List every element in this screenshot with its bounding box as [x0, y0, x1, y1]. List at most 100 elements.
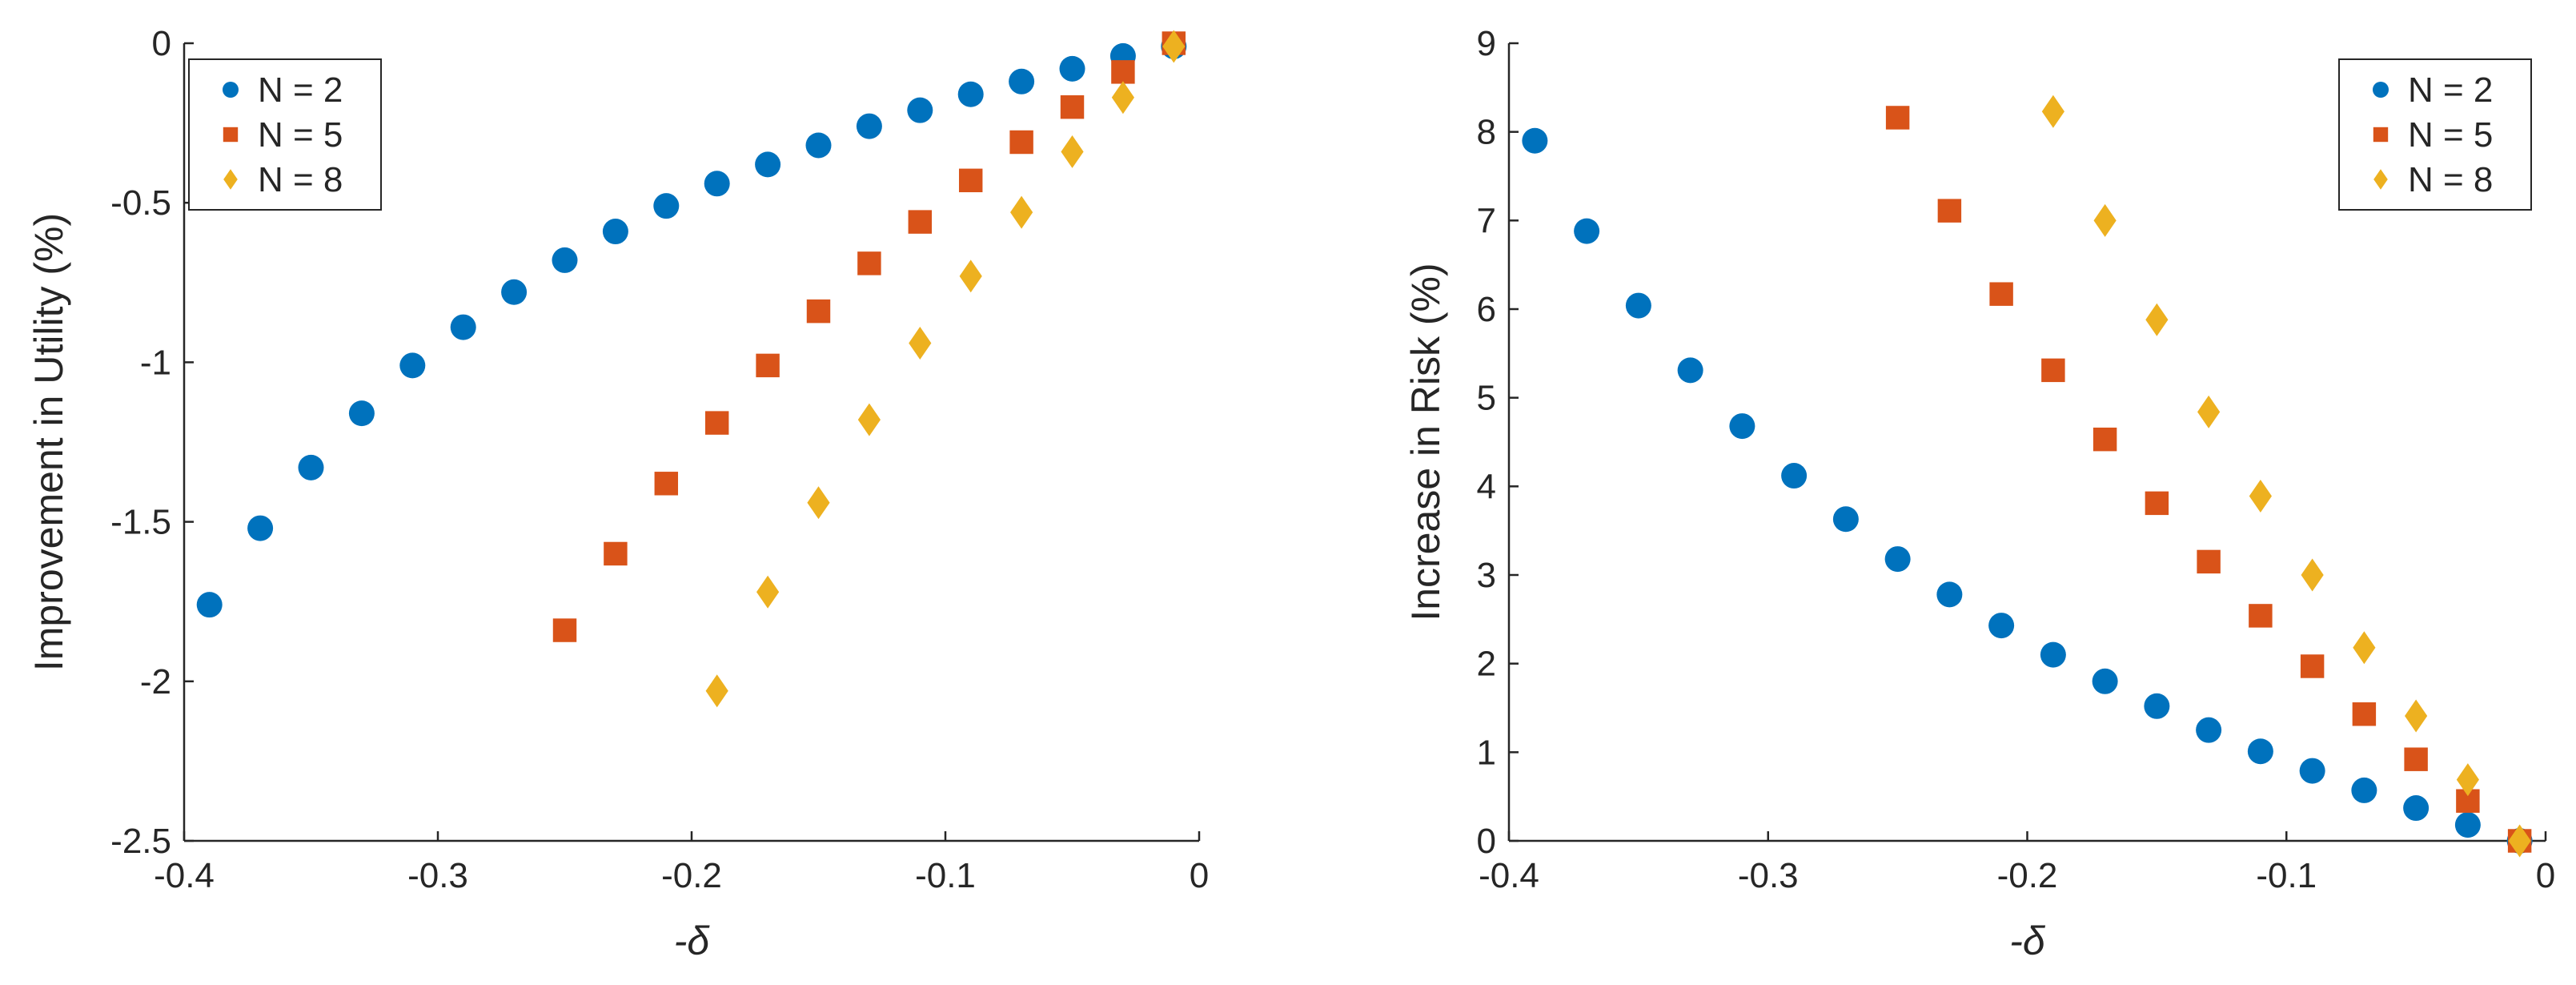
data-point [348, 400, 375, 427]
legend-box [2338, 58, 2532, 211]
data-point [1009, 68, 1035, 94]
data-point [2092, 427, 2117, 452]
data-point [2405, 699, 2428, 733]
x-tick-label: -0.2 [1997, 856, 2058, 895]
legend-box [188, 58, 382, 211]
data-point [2249, 604, 2273, 628]
legend-label: N = 8 [258, 160, 343, 199]
x-tick-label: -0.3 [1738, 856, 1799, 895]
chart-right: -0.4 -0.3 -0.2 -0.1 0 0 1 2 3 4 5 6 7 8 9 -δ Increase in… [1403, 24, 2555, 963]
y-tick-label: -1.5 [110, 503, 171, 542]
data-point [2300, 654, 2325, 678]
data-point [909, 327, 932, 360]
data-point [501, 279, 528, 305]
data-point [2299, 758, 2325, 784]
data-point [1162, 30, 1186, 63]
data-point [2404, 747, 2428, 771]
y-tick-label: 4 [1477, 467, 1496, 506]
legend-label: N = 2 [2408, 70, 2493, 110]
y-tick-label: 9 [1477, 24, 1496, 63]
y-axis-label: Increase in Risk (%) [1403, 263, 1448, 621]
y-axis-label: Improvement in Utility (%) [26, 213, 71, 671]
data-point [2041, 358, 2065, 383]
x-tick-label: 0 [2536, 856, 2555, 895]
data-point [2352, 702, 2377, 726]
data-point [756, 575, 780, 609]
data-point [2247, 738, 2273, 765]
y-tick-label: -1 [140, 343, 171, 382]
data-point [756, 353, 780, 378]
data-point [2301, 558, 2324, 592]
legend-label: N = 2 [258, 70, 343, 110]
y-tick-label: 0 [1477, 822, 1496, 861]
data-point [450, 314, 476, 340]
legend-marker [2373, 127, 2389, 143]
x-axis-label: -δ [674, 919, 711, 963]
data-point [2403, 795, 2430, 822]
data-point [1111, 60, 1135, 84]
series-n5 [1885, 106, 2532, 853]
data-point [604, 541, 628, 566]
y-tick-label: 6 [1477, 290, 1496, 329]
data-point [2144, 693, 2170, 719]
legend-marker [223, 127, 239, 143]
x-tick-label: -0.4 [1479, 856, 1539, 895]
data-point [247, 515, 274, 541]
data-point [705, 674, 728, 708]
data-point [2040, 641, 2066, 668]
data-point [806, 299, 831, 324]
data-point [755, 151, 781, 178]
data-point [552, 618, 577, 642]
data-point [2093, 203, 2117, 237]
data-point [2196, 717, 2222, 743]
data-point [704, 171, 730, 197]
data-point [1936, 581, 1963, 608]
legend-marker [223, 169, 238, 190]
data-point [2508, 824, 2531, 858]
data-point [2456, 763, 2479, 797]
x-tick-label: -0.2 [661, 856, 722, 895]
data-point [1574, 218, 1600, 244]
data-point [653, 193, 680, 219]
x-tick-label: -0.3 [407, 856, 468, 895]
data-point [1060, 94, 1085, 119]
y-tick-label: 3 [1477, 556, 1496, 595]
x-tick-label: -0.1 [2256, 856, 2317, 895]
data-point [2197, 549, 2221, 574]
y-tick-label: 1 [1477, 733, 1496, 772]
data-point [1989, 282, 2013, 306]
data-point [958, 168, 983, 193]
data-point [957, 81, 984, 107]
x-tick-label: -0.4 [154, 856, 215, 895]
x-axis-label: -δ [2009, 919, 2046, 963]
data-point [856, 113, 882, 139]
y-tick-label: 7 [1477, 201, 1496, 240]
data-point [1988, 613, 2015, 639]
data-point [1010, 195, 1033, 229]
legend-marker [2373, 169, 2388, 190]
data-point [2197, 395, 2221, 428]
data-point [2145, 303, 2169, 336]
legend-marker [2373, 82, 2389, 98]
data-point [2353, 631, 2376, 665]
series-n8 [2041, 94, 2531, 858]
data-point [959, 259, 982, 293]
legend-label: N = 5 [2408, 115, 2493, 155]
legend-label: N = 5 [258, 115, 343, 155]
data-point [857, 403, 881, 436]
legend: N = 2 N = 5 N = 8 [188, 58, 382, 211]
data-point [1059, 55, 1085, 82]
y-tick-label: -2 [140, 662, 171, 702]
data-point [1522, 127, 1548, 154]
data-point [602, 219, 628, 245]
data-point [1832, 506, 1859, 533]
legend-label: N = 8 [2408, 160, 2493, 199]
data-point [907, 97, 933, 123]
data-point [1885, 106, 1910, 130]
y-tick-label: 2 [1477, 645, 1496, 684]
data-point [1781, 463, 1808, 489]
series-n2 [1522, 127, 2533, 854]
data-point [805, 132, 832, 159]
legend-marker [223, 82, 239, 98]
data-point [857, 251, 881, 275]
